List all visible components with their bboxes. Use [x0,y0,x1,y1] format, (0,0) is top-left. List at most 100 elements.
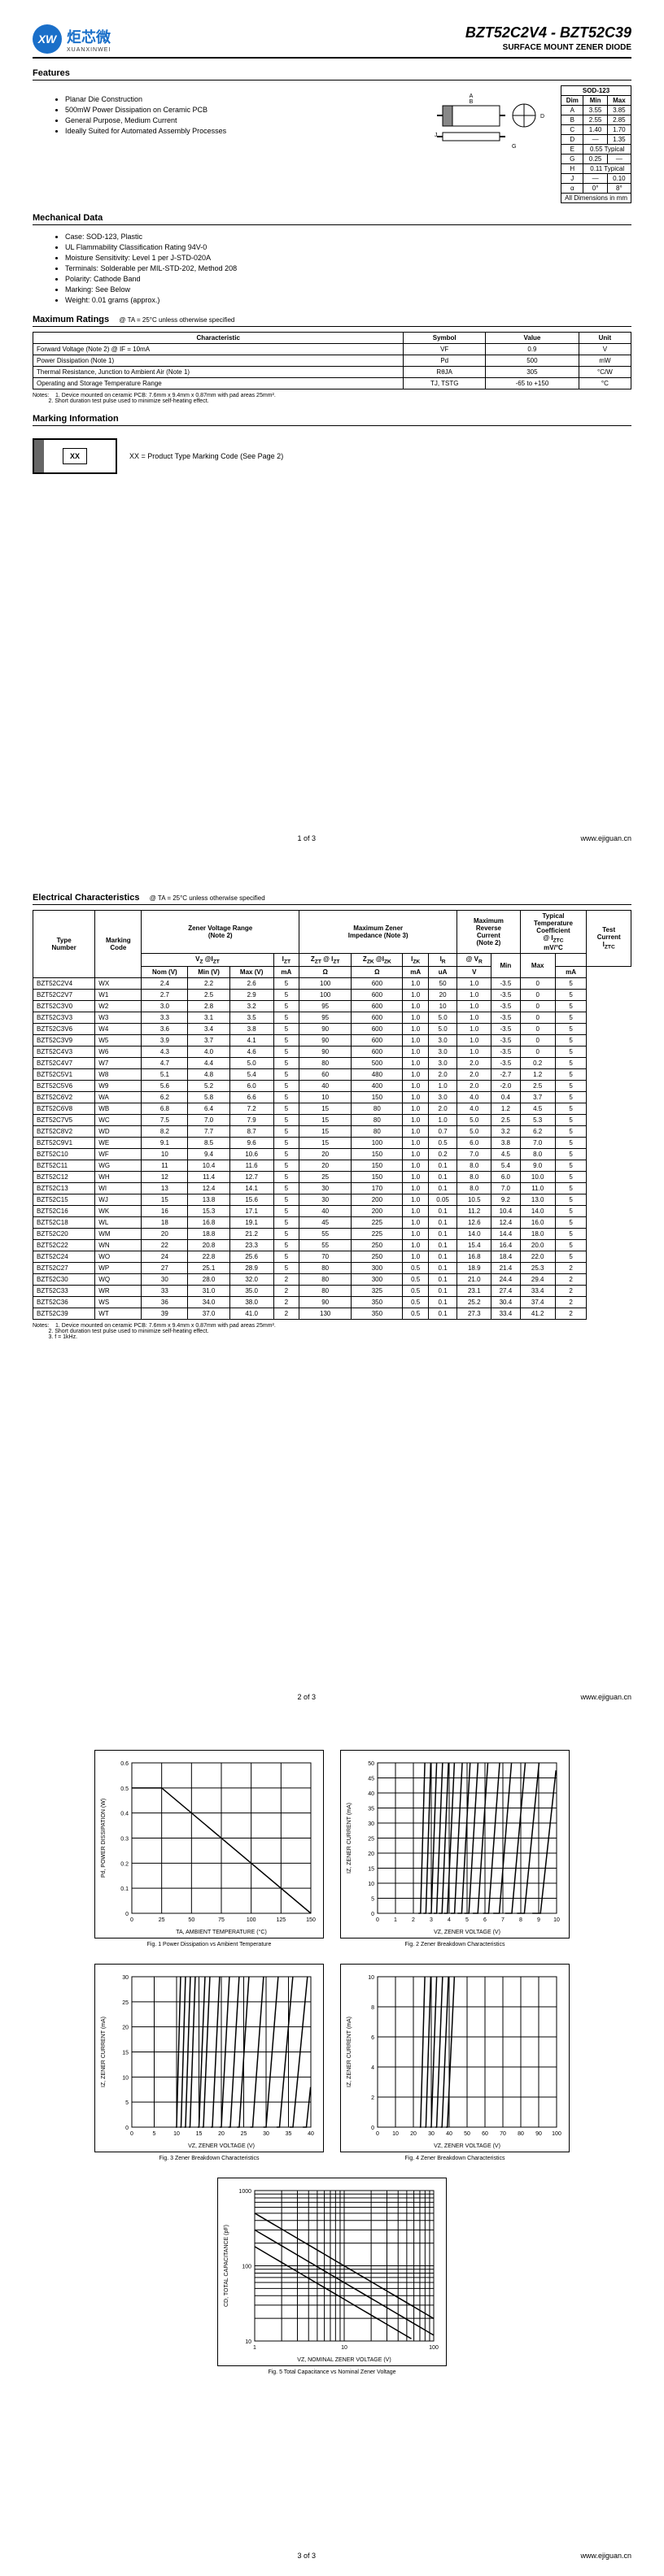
svg-text:VZ, ZENER VOLTAGE (V): VZ, ZENER VOLTAGE (V) [434,2143,500,2149]
fig4-container: 01020304050607080901000246810VZ, ZENER V… [340,1964,570,2161]
footer-url: www.ejiguan.cn [580,1693,631,1701]
svg-text:1000: 1000 [238,2189,251,2195]
svg-text:3: 3 [430,1917,433,1923]
svg-text:0.4: 0.4 [120,1812,129,1817]
svg-text:100: 100 [429,2345,439,2351]
fig5-container: 110100101001000VZ, NOMINAL ZENER VOLTAGE… [217,2178,447,2375]
marking-code: XX [63,448,87,464]
svg-text:25: 25 [159,1917,165,1923]
svg-text:0.5: 0.5 [120,1786,129,1792]
table-row: BZT52C16WK1615.317.15402001.00.111.210.4… [33,1206,631,1217]
svg-text:0: 0 [125,2126,129,2131]
svg-text:125: 125 [276,1917,286,1923]
table-row: BZT52C20WM2018.821.25552251.00.114.014.4… [33,1229,631,1240]
table-row: BZT52C3V6W43.63.43.85906001.05.01.0-3.50… [33,1024,631,1035]
svg-text:0: 0 [371,1912,374,1917]
table-row: BZT52C10WF109.410.65201501.00.27.04.58.0… [33,1149,631,1160]
svg-text:35: 35 [286,2131,292,2137]
mechanical-item: Polarity: Cathode Band [65,275,631,283]
svg-text:7: 7 [501,1917,505,1923]
table-row: BZT52C11WG1110.411.65201501.00.18.05.49.… [33,1160,631,1172]
svg-text:9: 9 [537,1917,540,1923]
table-row: BZT52C12WH1211.412.75251501.00.18.06.010… [33,1172,631,1183]
svg-text:IZ, ZENER CURRENT (mA): IZ, ZENER CURRENT (mA) [101,2017,107,2087]
header: XW 炬芯微 XUANXINWEI BZT52C2V4 - BZT52C39 S… [33,24,631,59]
page-2: Electrical Characteristics @ TA = 25°C u… [0,859,664,1717]
svg-text:0: 0 [376,1917,379,1923]
svg-text:D: D [540,114,544,120]
mechanical-list: Case: SOD-123, Plastic UL Flammability Cl… [33,233,631,304]
table-row: BZT52C4V3W64.34.04.65906001.03.01.0-3.50… [33,1046,631,1058]
mechanical-item: Weight: 0.01 grams (approx.) [65,296,631,304]
svg-text:35: 35 [368,1807,374,1812]
svg-text:J: J [435,133,438,138]
svg-text:10: 10 [341,2345,347,2351]
svg-text:30: 30 [368,1821,374,1827]
table-row: BZT52C36WS3634.038.02903500.50.125.230.4… [33,1297,631,1308]
svg-text:6: 6 [483,1917,487,1923]
svg-text:5: 5 [153,2131,156,2137]
svg-text:A: A [470,94,474,99]
fig3-container: 0510152025303540051015202530VZ, ZENER VO… [94,1964,324,2161]
table-row: BZT52C9V1WE9.18.59.65151001.00.56.03.87.… [33,1138,631,1149]
mechanical-item: Moisture Sensitivity: Level 1 per J-STD-… [65,254,631,262]
svg-text:IZ, ZENER CURRENT (mA): IZ, ZENER CURRENT (mA) [347,2017,352,2087]
features-heading: Features [33,65,631,80]
svg-text:10: 10 [392,2131,399,2137]
svg-text:0.2: 0.2 [120,1861,129,1867]
svg-text:Pd, POWER DISSIPATION (W): Pd, POWER DISSIPATION (W) [101,1799,107,1878]
table-row: BZT52C4V7W74.74.45.05805001.03.02.0-3.50… [33,1058,631,1069]
page-3: 025507510012515000.10.20.30.40.50.6TA, A… [0,1717,664,2576]
svg-text:0.1: 0.1 [120,1886,129,1892]
svg-text:0: 0 [130,1917,133,1923]
svg-text:2: 2 [412,1917,415,1923]
svg-text:4: 4 [448,1917,451,1923]
ratings-heading: Maximum Ratings @ TA = 25°C unless other… [33,311,631,327]
svg-text:5: 5 [371,1897,374,1903]
mechanical-item: UL Flammability Classification Rating 94… [65,243,631,251]
fig5-title: Fig. 5 Total Capacitance vs Nominal Zene… [217,2369,447,2375]
svg-text:0.6: 0.6 [120,1761,129,1767]
svg-text:0: 0 [371,2126,374,2131]
svg-text:8: 8 [371,2005,374,2011]
svg-text:100: 100 [552,2131,561,2137]
svg-text:100: 100 [242,2265,251,2270]
subtitle: SURFACE MOUNT ZENER DIODE [465,43,631,52]
svg-text:10: 10 [122,2075,129,2081]
svg-text:25: 25 [368,1837,374,1843]
svg-text:20: 20 [218,2131,225,2137]
svg-text:8: 8 [519,1917,522,1923]
table-row: BZT52C27WP2725.128.95803000.50.118.921.4… [33,1263,631,1274]
svg-text:CD, TOTAL CAPACITANCE (pF): CD, TOTAL CAPACITANCE (pF) [224,2225,229,2307]
brand-sub: XUANXINWEI [67,47,111,53]
table-row: BZT52C5V1W85.14.85.45604801.02.02.0-2.71… [33,1069,631,1081]
table-row: BZT52C13WI1312.414.15301701.00.18.07.011… [33,1183,631,1194]
svg-text:15: 15 [368,1867,374,1873]
marking-heading: Marking Information [33,411,631,426]
fig1-chart: 025507510012515000.10.20.30.40.50.6TA, A… [94,1750,324,1939]
table-row: BZT52C18WL1816.819.15452251.00.112.612.4… [33,1217,631,1229]
svg-text:B: B [470,99,474,105]
svg-text:30: 30 [428,2131,435,2137]
brand-name: 炬芯微 [67,26,111,47]
fig2-title: Fig. 2 Zener Breakdown Characteristics [340,1942,570,1947]
svg-text:40: 40 [446,2131,452,2137]
logo: XW 炬芯微 XUANXINWEI [33,24,111,54]
svg-text:1: 1 [253,2345,256,2351]
table-row: BZT52C30WQ3028.032.02803000.50.121.024.4… [33,1274,631,1286]
table-row: BZT52C3V9W53.93.74.15906001.03.01.0-3.50… [33,1035,631,1046]
svg-text:10: 10 [368,1975,374,1981]
svg-text:15: 15 [196,2131,203,2137]
svg-text:4: 4 [371,2065,374,2071]
page-num: 1 of 3 [297,834,316,842]
svg-text:VZ, ZENER VOLTAGE (V): VZ, ZENER VOLTAGE (V) [188,2143,255,2149]
svg-text:VZ, NOMINAL ZENER VOLTAGE (V): VZ, NOMINAL ZENER VOLTAGE (V) [297,2357,391,2363]
svg-text:70: 70 [500,2131,506,2137]
table-row: BZT52C2V4WX2.42.22.651006001.0501.0-3.50… [33,978,631,990]
svg-text:75: 75 [218,1917,225,1923]
svg-text:G: G [512,144,516,150]
dim-footer: All Dimensions in mm [561,194,631,203]
table-row: BZT52C2V7W12.72.52.951006001.0201.0-3.50… [33,990,631,1001]
svg-text:25: 25 [122,2000,129,2006]
mechanical-item: Case: SOD-123, Plastic [65,233,631,241]
